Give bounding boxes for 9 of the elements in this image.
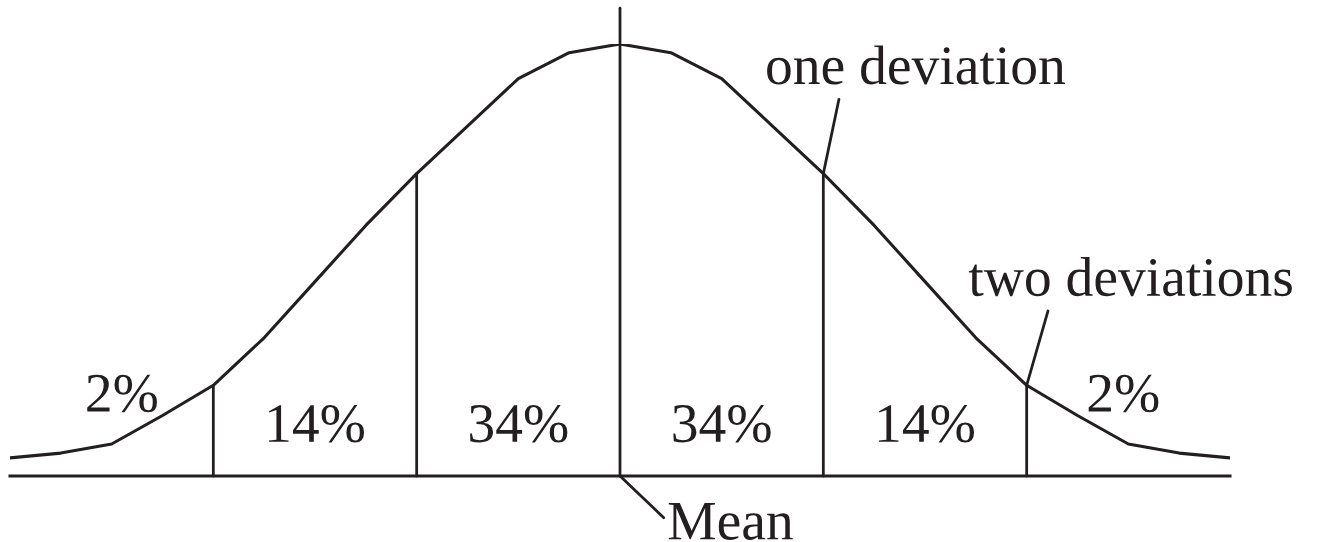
annotation: two deviations xyxy=(968,257,1292,297)
text: Mean xyxy=(668,502,793,540)
annotation: 34% xyxy=(470,404,568,443)
annotation: 14% xyxy=(268,404,365,443)
annotation: 2% xyxy=(1088,374,1159,413)
annotation: one deviation xyxy=(767,45,1065,85)
annotation: 2% xyxy=(87,374,157,413)
annotation: 14% xyxy=(878,404,975,443)
annotation: 34% xyxy=(673,404,771,443)
